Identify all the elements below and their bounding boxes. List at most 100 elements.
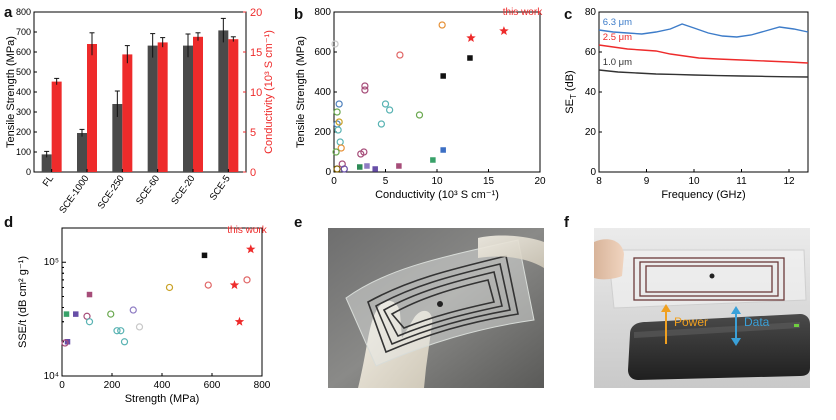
chart-b-xtick-label: 10 [431, 176, 443, 187]
chart-a-ytick-label: 300 [16, 107, 31, 117]
chart-b-point [438, 21, 446, 29]
chart-a-ytick-right-label: 20 [250, 7, 262, 19]
chart-a-category-label: SCE-60 [134, 173, 162, 207]
chart-b-point [332, 148, 340, 156]
panel-letter-a: a [4, 4, 13, 21]
chart-a-ytick-right-label: 5 [250, 127, 256, 139]
chart-a-ylabel: Tensile Strength (MPa) [5, 36, 17, 148]
chart-a-ytick-label: 200 [16, 127, 31, 137]
data-label: Data [744, 315, 770, 329]
chart-c-series-label: 2.5 μm [603, 32, 632, 43]
chart-d-xlabel: Strength (MPa) [125, 393, 200, 405]
chart-b-point [357, 164, 363, 170]
chart-a-ylabel-right: Conductivity (10³ S cm⁻¹) [263, 30, 275, 154]
chart-c-ytick-label: 40 [585, 87, 597, 98]
chart-b-point [430, 157, 436, 163]
chart-d-xtick-label: 400 [154, 380, 171, 391]
chart-b-point [334, 126, 342, 134]
panel-letter-f: f [564, 214, 569, 231]
chart-b-point [467, 55, 473, 61]
chart-b-frame [333, 11, 541, 173]
chart-c-ylabel: SET (dB) [564, 70, 578, 113]
chart-a-ytick-right-label: 10 [250, 87, 262, 99]
chart-d-point [61, 339, 69, 347]
chart-d-point [86, 291, 93, 298]
chart-d-xtick-label: 800 [254, 380, 271, 391]
chart-a-ytick-label: 0 [26, 167, 31, 177]
chart-a-bar [183, 45, 193, 172]
chart-a-category-label: SCE-20 [169, 173, 197, 207]
chart-a-bar [147, 45, 158, 172]
panel-letter-c: c [564, 6, 573, 23]
chart-b-point [415, 111, 424, 119]
chart-d-point [129, 306, 137, 314]
chart-d-point [113, 327, 121, 335]
chart-a-ytick-label: 600 [16, 47, 31, 57]
photo-e-flexible-film [328, 228, 544, 388]
photo-f-nfc-demo: Power Data [594, 228, 810, 388]
chart-b-point [396, 51, 404, 59]
chart-d-ytick-label: 10⁵ [44, 257, 59, 268]
chart-b-point [331, 40, 339, 48]
chart-c-ytick-label: 80 [585, 7, 597, 18]
chart-b-point [337, 144, 345, 152]
chart-d-point [85, 318, 94, 326]
chart-a-ytick-right-label: 0 [250, 167, 256, 179]
chart-c-ytick-label: 20 [585, 127, 597, 138]
chart-d-point [229, 280, 240, 290]
chart-b-xtick-label: 15 [483, 176, 495, 187]
chart-d-point [204, 281, 212, 289]
chart-b-ytick-label: 0 [325, 167, 331, 178]
chart-b-point [361, 86, 369, 94]
chart-b-point [333, 108, 341, 116]
chart-b-point [385, 106, 394, 114]
chart-a-category-label: SCE-5 [208, 173, 233, 202]
chart-c-xtick-label: 11 [736, 176, 747, 187]
chart-d-ylabel: SSE/t (dB cm² g⁻¹) [17, 256, 29, 348]
chart-a-bar [41, 154, 52, 172]
chart-a-category-label: SCE-1000 [57, 173, 91, 215]
chart-b-point [381, 100, 390, 108]
chart-b-point [335, 100, 343, 108]
chart-d-point [63, 311, 70, 317]
panel-letter-b: b [294, 6, 304, 23]
chart-b-ytick-label: 800 [314, 7, 331, 18]
chart-a-ytick-label: 700 [16, 27, 31, 37]
chart-b-ytick-label: 600 [314, 47, 331, 58]
chart-b-ylabel: Tensile Strength (MPa) [295, 36, 307, 148]
chart-a-bar [51, 81, 62, 172]
chart-c-series-label: 6.3 μm [603, 17, 632, 28]
chart-c-series-label: 1.0 μm [603, 57, 632, 68]
chart-a-bar [112, 104, 123, 172]
chart-c-xlabel: Frequency (GHz) [661, 189, 745, 201]
chart-c-ytick-label: 60 [585, 47, 597, 58]
chart-d-point [135, 323, 144, 331]
chart-a-ytick-right-label: 15 [250, 47, 262, 59]
chart-a-bar [122, 54, 133, 172]
chart-a-ytick-label: 500 [16, 67, 31, 77]
chart-b-ytick-label: 400 [314, 87, 331, 98]
chart-c-xtick-label: 12 [783, 176, 795, 187]
chart-d-point [234, 316, 245, 326]
chart-b-point [499, 26, 509, 35]
chart-a-ytick-label: 800 [16, 7, 31, 17]
chart-a-category-label: SCE-250 [96, 173, 127, 211]
power-label: Power [674, 315, 709, 329]
chart-a-bar [87, 44, 97, 172]
chart-b-annotation: this work [503, 7, 543, 18]
chart-b-point [364, 163, 370, 169]
chart-d-point [107, 310, 115, 318]
chart-d-point [117, 327, 125, 335]
chart-c-line-3 [598, 69, 809, 78]
chart-b-point [335, 118, 343, 126]
photo-e-drawing [328, 228, 544, 388]
chart-b-point [333, 165, 341, 173]
chart-c-xtick-label: 10 [688, 176, 700, 187]
chart-d-point [201, 252, 208, 259]
chart-a-bar [228, 39, 239, 173]
chart-a-bar [157, 42, 168, 173]
chart-b-point [360, 148, 368, 156]
chart-b-xlabel: Conductivity (10³ S cm⁻¹) [375, 189, 499, 201]
chart-a-ytick-label: 100 [16, 147, 31, 157]
